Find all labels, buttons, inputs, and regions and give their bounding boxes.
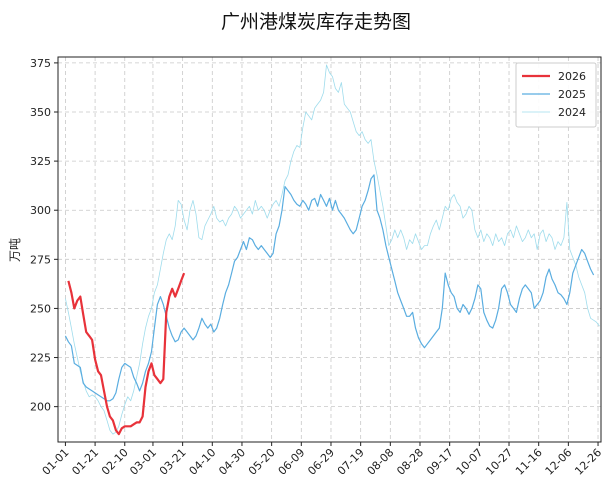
y-tick-label: 300: [30, 204, 51, 217]
y-axis-label: 万吨: [8, 238, 22, 262]
legend-label-2024: 2024: [558, 106, 586, 119]
plot-area-frame: [57, 56, 602, 443]
y-tick-label: 325: [30, 155, 51, 168]
y-tick-label: 200: [30, 401, 51, 414]
y-tick-label: 225: [30, 352, 51, 365]
y-tick-label: 375: [30, 57, 51, 70]
y-tick-label: 250: [30, 302, 51, 315]
legend: 2026 2025 2024: [515, 62, 597, 128]
y-tick-label: 350: [30, 106, 51, 119]
legend-label-2026: 2026: [558, 70, 586, 83]
y-tick-label: 275: [30, 253, 51, 266]
series-lines: [64, 64, 600, 436]
chart-title: 广州港煤炭库存走势图: [221, 11, 411, 33]
series-line-2026: [67, 272, 186, 436]
legend-box: [515, 62, 597, 128]
series-line-2025: [64, 174, 595, 402]
legend-label-2025: 2025: [558, 88, 586, 101]
series-line-2024: [65, 64, 600, 435]
